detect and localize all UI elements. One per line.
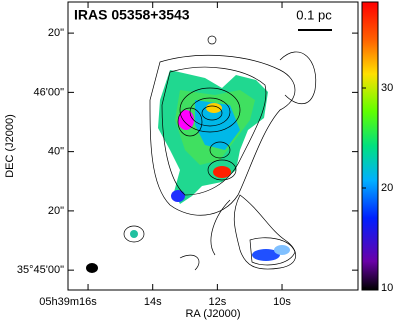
y-tick-label: 20" [48,27,64,39]
emission-map [86,29,332,273]
x-tick-label: 12s [208,296,226,308]
title: IRAS 05358+3543 [74,7,190,23]
x-tick-label: 10s [273,296,291,308]
y-tick-label: 46'00" [34,86,65,98]
y-tick-label: 35°45'00" [17,264,64,276]
y-tick-label: 40" [48,146,64,158]
y-tick-label: 20" [48,205,64,217]
colorbar [361,1,379,291]
x-tick-label: 05h39m16s [39,296,97,308]
plot-frame [67,1,359,291]
colorbar-tick-label: 30 [381,82,393,94]
y-axis-label: DEC (J2000) [4,114,16,178]
colorbar-tick-label: 10 [381,282,393,294]
x-axis-label: RA (J2000) [185,308,240,320]
x-tick-label: 14s [144,296,162,308]
colorbar-tick-label: 20 [381,182,393,194]
scale-bar-label: 0.1 pc [296,7,332,22]
